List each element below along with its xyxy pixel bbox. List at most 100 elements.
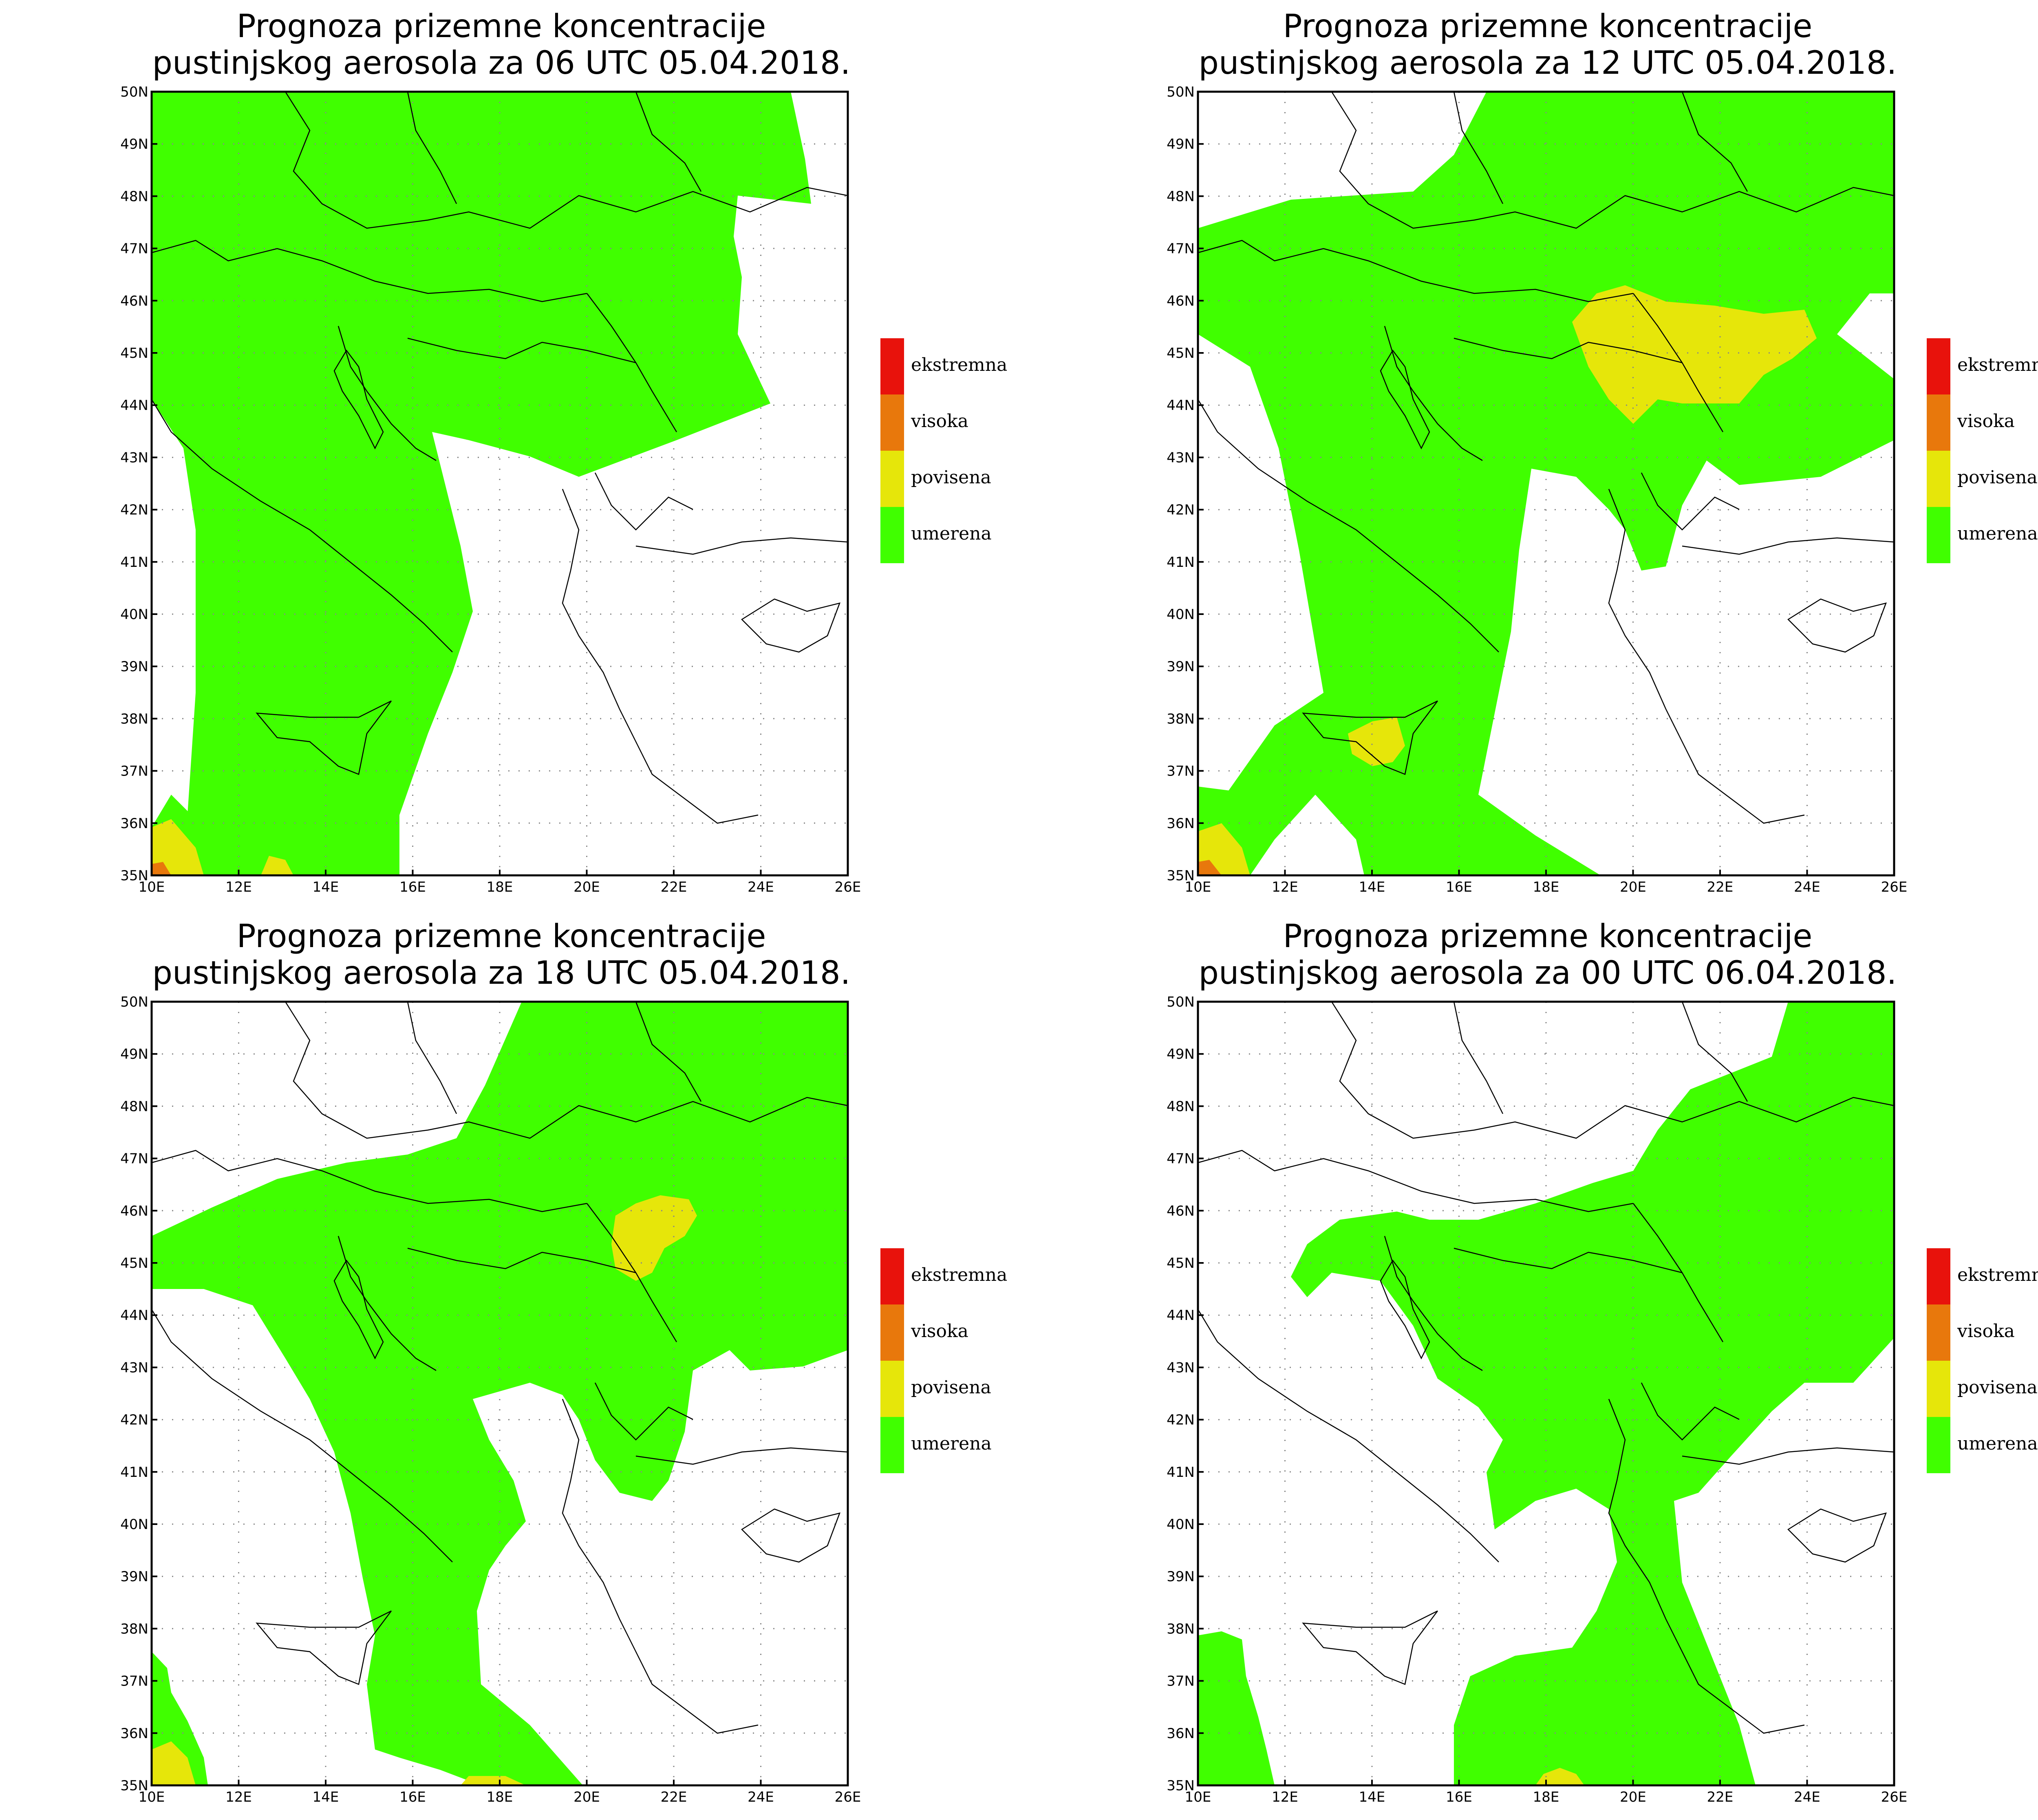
lat-tick-label: 42N xyxy=(120,1412,148,1428)
lon-tick-label: 26E xyxy=(835,1789,861,1805)
lat-tick-label: 36N xyxy=(120,1725,148,1742)
lat-tick-label: 35N xyxy=(1167,868,1195,884)
lat-tick-label: 39N xyxy=(120,659,148,675)
lat-tick-label: 42N xyxy=(120,502,148,518)
legend-swatch xyxy=(1927,1304,1950,1361)
lat-tick-label: 45N xyxy=(1167,345,1195,361)
lon-tick-label: 16E xyxy=(1446,1789,1472,1805)
legend-item: umerena xyxy=(880,1417,1043,1473)
legend-swatch xyxy=(880,507,904,563)
lat-tick-label: 49N xyxy=(1167,1046,1195,1062)
concentration-legend: ekstremna visoka povisena umerena xyxy=(1927,338,2038,566)
map-panel-18utc: Prognoza prizemne koncentracije pustinjs… xyxy=(0,910,1046,1820)
lat-tick-label: 46N xyxy=(1167,1203,1195,1219)
legend-label: visoka xyxy=(1957,1321,2015,1342)
lat-tick-label: 50N xyxy=(120,994,148,1010)
lat-tick-label: 42N xyxy=(1167,1412,1195,1428)
legend-label: ekstremna xyxy=(1957,1265,2038,1285)
lon-tick-label: 14E xyxy=(313,879,339,895)
legend-label: umerena xyxy=(911,1433,992,1454)
lon-tick-label: 22E xyxy=(661,879,687,895)
lon-tick-label: 16E xyxy=(399,1789,426,1805)
lat-tick-label: 43N xyxy=(120,1359,148,1376)
legend-label: povisena xyxy=(1957,1377,2038,1398)
lat-tick-label: 43N xyxy=(1167,449,1195,466)
lat-tick-label: 48N xyxy=(120,1098,148,1115)
dust-area-elevated xyxy=(1535,1768,1584,1785)
dust-area-elevated xyxy=(461,1776,526,1785)
lat-tick-label: 40N xyxy=(120,606,148,623)
legend-swatch xyxy=(880,1248,904,1304)
panel-title: Prognoza prizemne koncentracije pustinjs… xyxy=(152,8,851,82)
lat-tick-label: 44N xyxy=(1167,397,1195,414)
lat-tick-label: 48N xyxy=(1167,188,1195,205)
legend-swatch xyxy=(1927,1417,1950,1473)
dust-area-moderate xyxy=(1198,92,1894,875)
lat-tick-label: 37N xyxy=(1167,1673,1195,1690)
lon-tick-label: 10E xyxy=(139,1789,165,1805)
lat-tick-label: 43N xyxy=(1167,1359,1195,1376)
lat-tick-label: 44N xyxy=(120,397,148,414)
legend-swatch xyxy=(880,338,904,394)
legend-label: povisena xyxy=(911,467,991,488)
legend-swatch xyxy=(880,451,904,507)
lat-tick-label: 35N xyxy=(120,868,148,884)
lat-tick-label: 38N xyxy=(120,711,148,727)
lon-tick-label: 12E xyxy=(1272,879,1298,895)
lat-tick-label: 40N xyxy=(120,1516,148,1533)
dust-area-elevated xyxy=(1348,717,1405,766)
legend-label: visoka xyxy=(911,1321,968,1342)
lon-tick-label: 20E xyxy=(573,879,600,895)
lat-tick-label: 35N xyxy=(120,1778,148,1794)
legend-swatch xyxy=(1927,1361,1950,1417)
panel-title: Prognoza prizemne koncentracije pustinjs… xyxy=(1198,918,1897,992)
forecast-map: 50N 49N 48N 47N 46N 45N 44N 43N 42N 41N 40N 39N 38N 3… xyxy=(1167,84,1908,895)
lat-tick-label: 42N xyxy=(1167,502,1195,518)
lon-tick-label: 18E xyxy=(1533,1789,1559,1805)
lon-tick-label: 22E xyxy=(1707,1789,1734,1805)
lat-tick-label: 37N xyxy=(1167,763,1195,780)
dust-area-elevated xyxy=(611,1195,697,1281)
lat-tick-label: 39N xyxy=(1167,1569,1195,1585)
lat-tick-label: 45N xyxy=(120,1255,148,1271)
lon-tick-label: 24E xyxy=(748,879,774,895)
lon-tick-label: 10E xyxy=(139,879,165,895)
panel-title: Prognoza prizemne koncentracije pustinjs… xyxy=(1198,8,1897,82)
lat-tick-label: 43N xyxy=(120,449,148,466)
lon-tick-label: 10E xyxy=(1185,1789,1211,1805)
lon-tick-label: 18E xyxy=(487,1789,513,1805)
lon-tick-label: 12E xyxy=(225,1789,252,1805)
lat-tick-label: 39N xyxy=(1167,659,1195,675)
forecast-map: 50N 49N 48N 47N 46N 45N 44N 43N 42N 41N 40N 39N 38N 3… xyxy=(1167,994,1907,1805)
lat-tick-label: 47N xyxy=(1167,241,1195,257)
panel-title: Prognoza prizemne koncentracije pustinjs… xyxy=(152,918,851,992)
lon-tick-label: 24E xyxy=(1794,879,1820,895)
dust-area-moderate xyxy=(1291,1002,1894,1785)
lat-tick-label: 36N xyxy=(120,815,148,832)
dust-area-elevated xyxy=(1572,285,1817,424)
legend-label: visoka xyxy=(1957,411,2015,432)
lat-tick-label: 50N xyxy=(1167,84,1195,100)
legend-swatch xyxy=(880,394,904,451)
legend-swatch xyxy=(1927,1248,1950,1304)
legend-item: ekstremna xyxy=(1927,338,2038,394)
lat-tick-label: 44N xyxy=(120,1307,148,1324)
lat-tick-label: 41N xyxy=(120,554,148,571)
legend-label: umerena xyxy=(1957,1433,2038,1454)
lon-tick-label: 20E xyxy=(1620,1789,1646,1805)
legend-label: ekstremna xyxy=(911,1265,1008,1285)
lat-tick-label: 45N xyxy=(120,345,148,361)
lat-tick-label: 36N xyxy=(1167,815,1195,832)
lat-tick-label: 44N xyxy=(1167,1307,1195,1324)
lon-tick-label: 20E xyxy=(573,1789,600,1805)
legend-item: povisena xyxy=(1927,451,2038,507)
lat-tick-label: 41N xyxy=(1167,1464,1195,1481)
lon-tick-label: 26E xyxy=(1881,879,1908,895)
legend-item: visoka xyxy=(1927,394,2038,451)
lat-tick-label: 47N xyxy=(120,1151,148,1167)
lon-tick-label: 22E xyxy=(661,1789,687,1805)
lon-tick-label: 14E xyxy=(313,1789,339,1805)
lat-tick-label: 38N xyxy=(120,1621,148,1637)
lon-tick-label: 16E xyxy=(399,879,426,895)
legend-label: umerena xyxy=(1957,523,2038,544)
